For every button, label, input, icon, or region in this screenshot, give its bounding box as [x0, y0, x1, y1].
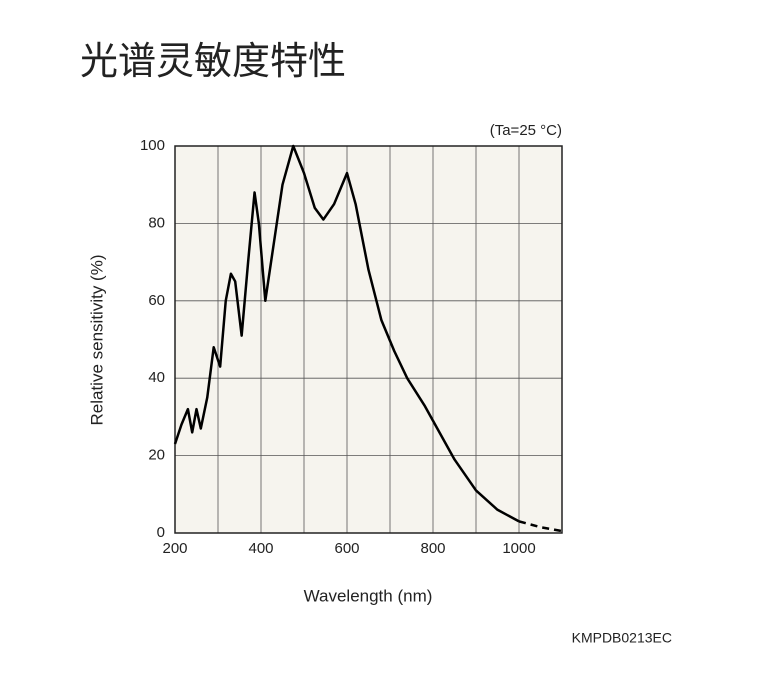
y-tick-label: 60 — [148, 292, 165, 309]
x-tick-label: 600 — [334, 540, 359, 557]
y-tick-label: 100 — [140, 137, 165, 154]
y-tick-label: 20 — [148, 447, 165, 464]
plot-area — [175, 146, 562, 533]
x-tick-label: 400 — [248, 540, 273, 557]
plot-frame — [174, 145, 563, 534]
data-line — [173, 144, 520, 523]
x-tick-label: 1000 — [502, 540, 535, 557]
y-tick-label: 80 — [148, 214, 165, 231]
x-axis-label: Wavelength (nm) — [304, 586, 433, 605]
y-tick-label: 40 — [148, 369, 165, 386]
x-tick-label: 200 — [162, 540, 187, 557]
chart-title: 光谱灵敏度特性 — [80, 41, 346, 83]
annotation: (Ta=25 °C) — [490, 122, 562, 139]
data-line — [518, 520, 563, 533]
y-tick-label: 0 — [157, 524, 165, 541]
y-axis-label: Relative sensitivity (%) — [87, 255, 106, 426]
footer: KMPDB0213EC — [572, 630, 672, 646]
x-tick-label: 800 — [420, 540, 445, 557]
